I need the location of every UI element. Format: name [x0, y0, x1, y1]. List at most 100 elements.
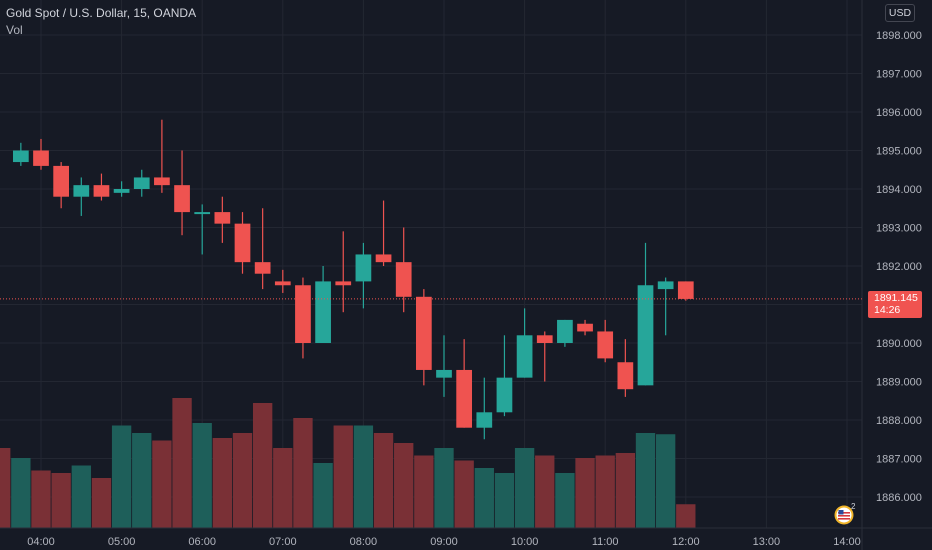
candle-body	[476, 412, 493, 428]
time-tick-label: 04:00	[27, 536, 55, 548]
event-count: 2	[851, 502, 856, 511]
volume-bar	[635, 433, 656, 528]
currency-button[interactable]: USD	[885, 4, 915, 22]
candle-body	[12, 150, 29, 163]
time-tick-label: 14:00	[833, 536, 861, 548]
volume-bar	[132, 433, 152, 528]
volume-bar	[414, 455, 434, 528]
price-tick-label: 1894.000	[876, 184, 922, 196]
time-axis[interactable]: 04:00 05:00 06:00 07:00 08:00 09:00 10:00 11:00…	[0, 527, 932, 548]
candlestick-series	[12, 119, 694, 440]
candle-body	[415, 296, 432, 370]
candle-body	[617, 362, 634, 390]
candle-body	[113, 189, 130, 193]
last-price-label: 1891.145 14:26	[868, 291, 922, 318]
price-tick-label: 1892.000	[876, 261, 922, 273]
candle-body	[557, 319, 573, 343]
candle-body	[456, 369, 473, 428]
volume-bar	[212, 438, 233, 528]
candle-body	[516, 335, 533, 378]
candle-body	[214, 212, 231, 224]
time-tick-label: 12:00	[672, 536, 700, 548]
volume-bar	[454, 460, 474, 528]
time-tick-label: 11:00	[592, 536, 619, 548]
candle-body	[53, 165, 70, 197]
price-tick-label: 1895.000	[876, 146, 922, 158]
price-tick-label: 1888.000	[876, 415, 922, 427]
time-tick-label: 05:00	[108, 536, 136, 548]
candle-body	[315, 281, 331, 343]
time-tick-label: 06:00	[188, 536, 216, 548]
candle-body	[154, 177, 170, 186]
volume-bar	[514, 448, 535, 528]
volume-bar	[373, 433, 394, 528]
price-tick-label: 1893.000	[876, 223, 922, 235]
volume-bar	[293, 418, 313, 528]
candle-body	[93, 185, 110, 197]
volume-bar	[273, 448, 293, 528]
price-tick-label: 1897.000	[876, 69, 922, 81]
chart-legend: Gold Spot / U.S. Dollar, 15, OANDA Vol	[6, 6, 196, 37]
candle-body	[496, 377, 513, 413]
candle-body	[174, 185, 190, 213]
volume-bar	[192, 423, 212, 528]
candle-body	[73, 185, 90, 197]
candle-body	[677, 281, 694, 299]
time-tick-label: 13:00	[753, 536, 781, 548]
volume-bar	[394, 443, 414, 528]
candle-body	[355, 254, 372, 282]
volume-bar	[595, 455, 615, 528]
volume-bar	[575, 458, 595, 528]
price-tick-label: 1887.000	[876, 454, 922, 466]
volume-bar	[353, 425, 374, 528]
time-tick-label: 09:00	[430, 536, 458, 548]
candle-body	[597, 331, 614, 359]
price-tick-label: 1898.000	[876, 30, 922, 42]
volume-indicator-label[interactable]: Vol	[6, 23, 23, 37]
volume-bar	[111, 425, 132, 528]
volume-bar	[535, 455, 555, 528]
volume-bar	[655, 434, 676, 528]
us-flag-event-icon[interactable]	[834, 505, 854, 525]
volume-bar	[152, 440, 172, 528]
volume-bar	[71, 465, 91, 528]
volume-bar	[615, 453, 636, 528]
volume-bar	[313, 463, 333, 528]
volume-bar	[676, 504, 696, 528]
volume-bar	[555, 473, 575, 528]
candle-body	[295, 285, 311, 343]
volume-bars	[0, 398, 696, 528]
candle-body	[254, 262, 271, 274]
volume-bar	[11, 458, 31, 528]
volume-bar	[0, 448, 11, 528]
price-tick-label: 1889.000	[876, 377, 922, 389]
candle-body	[335, 281, 352, 286]
candle-body	[536, 335, 553, 343]
volume-bar	[474, 468, 494, 528]
volume-bar	[494, 473, 515, 528]
last-price-value: 1891.145	[874, 292, 918, 304]
candle-body	[577, 323, 593, 332]
volume-bar	[172, 398, 192, 528]
volume-bar	[51, 473, 71, 528]
bar-countdown: 14:26	[874, 304, 901, 316]
candle-body	[133, 177, 150, 189]
candle-body	[234, 223, 251, 263]
price-tick-label: 1896.000	[876, 107, 922, 119]
price-tick-label: 1886.000	[876, 492, 922, 504]
candle-body	[657, 281, 674, 290]
volume-bar	[31, 470, 51, 528]
volume-bar	[91, 478, 112, 528]
time-tick-label: 08:00	[350, 536, 378, 548]
time-tick-label: 07:00	[269, 536, 297, 548]
volume-bar	[434, 448, 454, 528]
symbol-title[interactable]: Gold Spot / U.S. Dollar, 15, OANDA	[6, 6, 197, 20]
candle-body	[194, 212, 211, 215]
volume-bar	[232, 433, 253, 528]
price-tick-label: 1890.000	[876, 338, 922, 350]
candle-body	[274, 281, 291, 286]
candle-body	[375, 254, 392, 263]
price-axis[interactable]: 1886.000 1887.000 1888.000 1889.000 1890.000…	[861, 0, 922, 550]
volume-bar	[333, 425, 353, 528]
